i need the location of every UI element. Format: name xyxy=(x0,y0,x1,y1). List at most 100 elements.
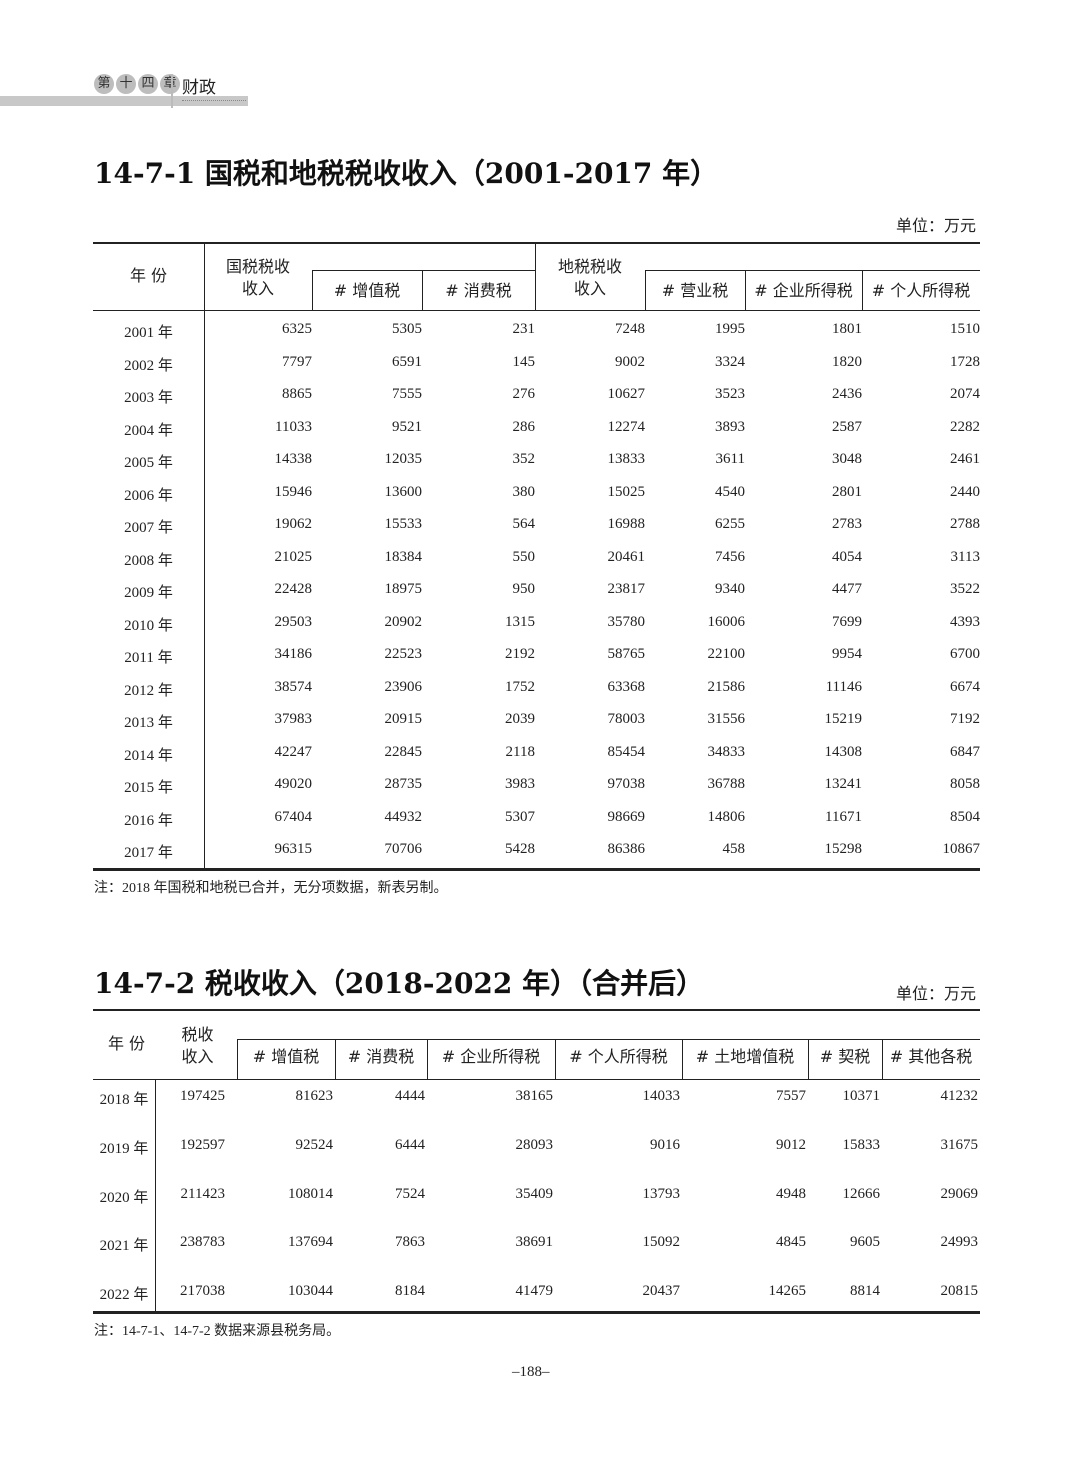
table-cell: 238783 xyxy=(180,1234,225,1251)
table-cell: 10627 xyxy=(607,386,646,402)
column-divider xyxy=(862,270,863,310)
row-year: 2017 年 xyxy=(124,845,173,861)
table-cell: 70706 xyxy=(384,841,423,857)
table-cell: 6674 xyxy=(950,678,980,695)
table-cell: 12666 xyxy=(842,1185,881,1202)
column-divider xyxy=(682,1039,683,1079)
header-tax-item: # 其他各税 xyxy=(889,1047,973,1066)
table-cell: 9002 xyxy=(615,353,645,370)
table-cell: 13241 xyxy=(824,776,863,792)
chapter-badge: 章 xyxy=(160,74,180,94)
table-cell: 5307 xyxy=(505,808,535,825)
column-divider xyxy=(204,243,205,870)
column-divider xyxy=(808,1039,809,1079)
column-divider xyxy=(645,270,646,310)
table-cell: 41232 xyxy=(940,1088,979,1104)
row-year: 2012 年 xyxy=(124,682,173,699)
table-cell: 2801 xyxy=(832,483,862,500)
chapter-divider xyxy=(171,74,173,108)
table-cell: 16006 xyxy=(707,613,746,630)
row-year: 2005 年 xyxy=(124,455,173,471)
table-cell: 12274 xyxy=(607,418,646,435)
table-cell: 23817 xyxy=(607,581,646,597)
table-cell: 2587 xyxy=(832,418,862,435)
table-cell: 3983 xyxy=(505,776,535,792)
table-cell: 58765 xyxy=(607,646,646,662)
table-cell: 2118 xyxy=(505,743,535,760)
table-cell: 550 xyxy=(512,548,536,565)
table-cell: 20902 xyxy=(384,613,423,630)
table-cell: 4393 xyxy=(950,613,980,630)
table-cell: 2440 xyxy=(950,483,980,500)
table-cell: 38165 xyxy=(515,1088,554,1104)
table-cell: 8865 xyxy=(282,386,312,402)
column-divider xyxy=(422,270,423,310)
header-national-tax: 收入 xyxy=(241,279,274,298)
row-year: 2013 年 xyxy=(124,715,173,731)
table-cell: 7248 xyxy=(615,321,645,337)
chapter-name: 财政 xyxy=(182,73,246,101)
table2-bottom-rule xyxy=(93,1311,980,1314)
table-cell: 1801 xyxy=(832,321,862,337)
table-cell: 564 xyxy=(512,516,536,532)
table2-subheader-rule xyxy=(237,1039,980,1040)
table-cell: 6847 xyxy=(950,743,980,760)
table-cell: 192597 xyxy=(180,1136,225,1153)
table-cell: 2074 xyxy=(950,386,980,402)
table-cell: 6255 xyxy=(715,516,745,532)
table-cell: 14308 xyxy=(824,743,863,760)
table-cell: 13833 xyxy=(607,451,646,467)
table-cell: 2461 xyxy=(950,451,980,467)
table-cell: 11671 xyxy=(825,808,862,825)
table-cell: 15533 xyxy=(384,516,423,532)
table1-unit: 单位：万元 xyxy=(896,216,977,235)
table-cell: 38691 xyxy=(515,1234,554,1251)
table-cell: 3113 xyxy=(950,548,980,565)
table-cell: 18384 xyxy=(384,548,423,565)
table-cell: 22428 xyxy=(274,581,313,597)
header-corporate-income-tax: # 企业所得税 xyxy=(754,281,853,300)
row-year: 2019 年 xyxy=(99,1140,149,1157)
table-cell: 28093 xyxy=(515,1136,554,1153)
table-cell: 28735 xyxy=(384,776,423,792)
table-cell: 15092 xyxy=(642,1234,681,1251)
table-cell: 14033 xyxy=(642,1088,681,1104)
table-cell: 2192 xyxy=(505,646,535,662)
table-cell: 67404 xyxy=(274,808,313,825)
table-cell: 4444 xyxy=(395,1088,425,1104)
chapter-badge: 四 xyxy=(138,74,158,94)
table-cell: 15298 xyxy=(824,841,863,857)
table-cell: 3324 xyxy=(715,353,745,370)
table-cell: 20915 xyxy=(384,711,423,727)
row-year: 2018 年 xyxy=(99,1092,149,1108)
table-cell: 97038 xyxy=(607,776,646,792)
table-cell: 19062 xyxy=(274,516,313,532)
column-divider xyxy=(535,243,536,310)
header-personal-income-tax: # 个人所得税 xyxy=(871,281,971,300)
table-cell: 20461 xyxy=(607,548,646,565)
table-cell: 7456 xyxy=(715,548,745,565)
table-cell: 14806 xyxy=(707,808,746,825)
table-cell: 20437 xyxy=(642,1283,681,1300)
table-cell: 4540 xyxy=(715,483,745,500)
table-cell: 96315 xyxy=(274,841,313,857)
header-consumption-tax: # 消费税 xyxy=(445,281,512,300)
table-cell: 13600 xyxy=(384,483,423,500)
table-cell: 15219 xyxy=(824,711,863,727)
table-cell: 7192 xyxy=(950,711,980,727)
table-cell: 6325 xyxy=(282,321,312,337)
table2-title: 14-7-2 税收收入（2018-2022 年）（合并后） xyxy=(94,967,705,1000)
table-cell: 18975 xyxy=(384,581,423,597)
header-tax-item: # 个人所得税 xyxy=(569,1047,668,1066)
table-cell: 10371 xyxy=(842,1088,881,1104)
header-tax-item: # 增值税 xyxy=(252,1047,320,1066)
table-cell: 7863 xyxy=(395,1234,425,1251)
table-cell: 7557 xyxy=(776,1088,806,1104)
row-year: 2002 年 xyxy=(124,357,173,374)
table-cell: 286 xyxy=(512,418,536,435)
table-cell: 24993 xyxy=(940,1234,979,1251)
table-cell: 12035 xyxy=(384,451,423,467)
table-cell: 1728 xyxy=(950,353,980,370)
table-cell: 6444 xyxy=(395,1136,425,1153)
